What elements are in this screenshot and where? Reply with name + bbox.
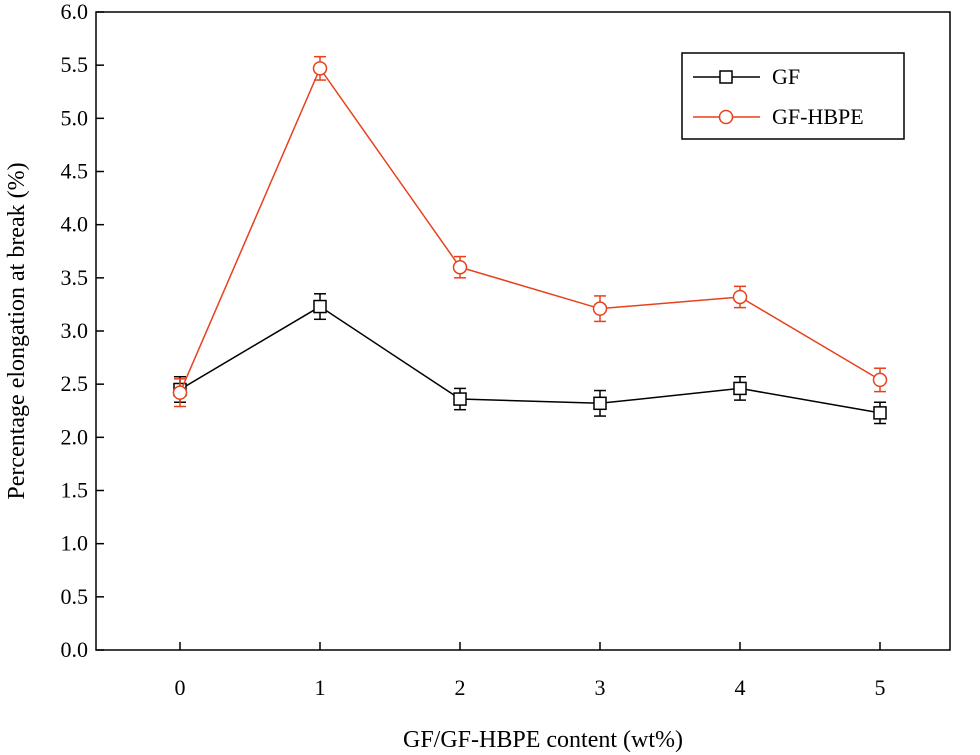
- y-tick-label: 6.0: [61, 0, 89, 24]
- legend-box: [681, 52, 905, 140]
- y-axis-ticks: 0.0 0.5 1.0 1.5 2.0 2.5 3.0 3.5 4.0 4.5 5.0 5.5 6.0: [61, 0, 104, 662]
- x-axis-label: GF/GF-HBPE content (wt%): [403, 727, 683, 753]
- y-tick-label: 4.5: [61, 159, 89, 184]
- y-tick-label: 2.0: [61, 424, 89, 449]
- series-line: [179, 66, 881, 393]
- series-gf-hbpe: [172, 55, 888, 408]
- legend-marker: [719, 70, 733, 84]
- legend-label: GF: [772, 64, 800, 89]
- x-tick-label: 2: [455, 675, 466, 700]
- series-layer: [172, 55, 888, 425]
- data-point: [872, 372, 888, 388]
- y-tick-label: 1.5: [61, 478, 89, 503]
- legend-label: GF-HBPE: [772, 104, 864, 129]
- data-point: [312, 61, 328, 76]
- x-tick-label: 4: [735, 675, 746, 700]
- y-tick-label: 3.0: [61, 318, 89, 343]
- data-point: [873, 406, 887, 420]
- legend: GF GF-HBPE: [681, 52, 905, 140]
- legend-item-gf: GF: [693, 64, 800, 89]
- data-point: [313, 299, 327, 314]
- y-tick-label: 3.5: [61, 265, 89, 290]
- data-point: [593, 396, 607, 411]
- data-point: [592, 301, 608, 316]
- legend-item-gf-hbpe: GF-HBPE: [693, 104, 864, 129]
- y-tick-label: 0.0: [61, 637, 89, 662]
- x-tick-label: 3: [595, 675, 606, 700]
- y-axis-label: Percentage elongation at break (%): [4, 162, 30, 499]
- y-tick-label: 5.5: [61, 52, 89, 77]
- x-axis-ticks: 0 1 2 3 4 5: [175, 642, 886, 700]
- y-tick-label: 5.0: [61, 105, 89, 130]
- legend-marker: [718, 109, 734, 125]
- data-point: [453, 392, 467, 406]
- series-gf: [173, 293, 887, 425]
- x-tick-label: 0: [175, 675, 186, 700]
- y-tick-label: 1.0: [61, 531, 89, 556]
- y-tick-label: 0.5: [61, 584, 89, 609]
- x-tick-label: 1: [315, 675, 326, 700]
- y-tick-label: 2.5: [61, 371, 89, 396]
- data-point: [452, 259, 468, 275]
- x-tick-label: 5: [875, 675, 886, 700]
- data-point: [733, 381, 747, 396]
- y-tick-label: 4.0: [61, 212, 89, 237]
- data-point: [172, 385, 188, 400]
- series-line: [179, 305, 881, 414]
- data-point: [732, 289, 748, 305]
